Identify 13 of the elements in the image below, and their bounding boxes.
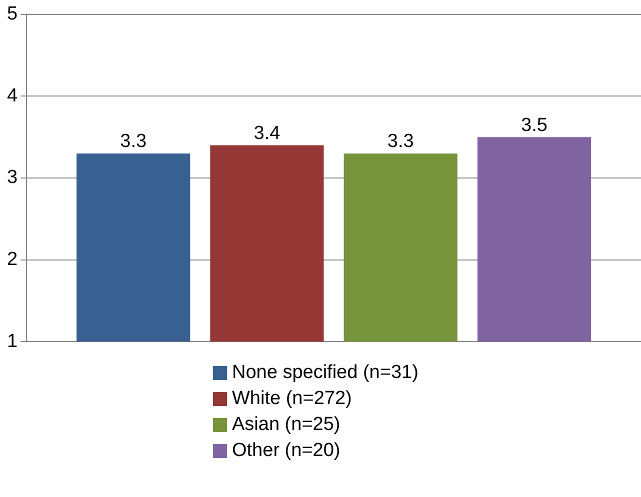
legend-label: Asian (n=25) — [232, 414, 340, 436]
data-label: 3.3 — [387, 131, 414, 152]
data-label: 3.4 — [254, 123, 281, 144]
y-tick-label: 5 — [6, 4, 18, 25]
legend-label: None specified (n=31) — [232, 362, 418, 384]
data-label: 3.3 — [120, 131, 147, 152]
y-tick-label: 4 — [6, 85, 18, 106]
legend-label: Other (n=20) — [232, 440, 340, 462]
data-label: 3.5 — [521, 114, 548, 136]
legend-label: White (n=272) — [232, 388, 352, 410]
y-tick-label: 3 — [6, 167, 18, 188]
y-tick-label: 1 — [6, 330, 18, 352]
y-tick-label: 2 — [6, 249, 18, 270]
